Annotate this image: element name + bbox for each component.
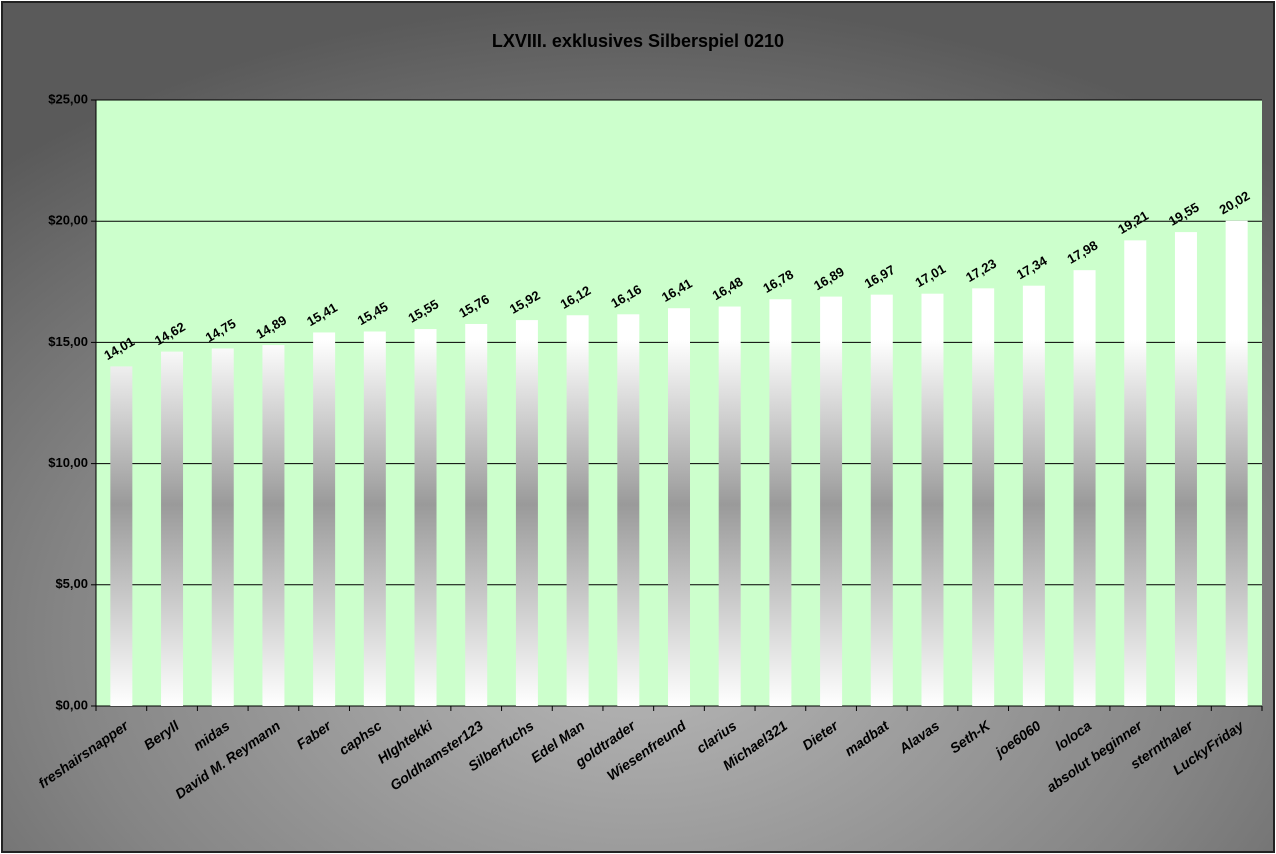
bar: [262, 345, 285, 706]
bar: [1225, 220, 1248, 706]
bar: [1022, 285, 1045, 706]
y-tick-label: $0,00: [55, 697, 88, 712]
bar: [718, 306, 741, 706]
chart-title: LXVIII. exklusives Silberspiel 0210: [492, 31, 784, 51]
bar: [566, 315, 589, 706]
bar: [211, 348, 234, 706]
bar: [110, 366, 133, 706]
bar: [1073, 270, 1096, 706]
y-tick-label: $5,00: [55, 576, 88, 591]
y-tick-label: $15,00: [48, 334, 88, 349]
bar: [1124, 240, 1147, 706]
bar: [617, 314, 640, 706]
y-tick-label: $25,00: [48, 91, 88, 106]
bar: [921, 293, 944, 706]
bar: [414, 329, 437, 706]
bar: [161, 351, 184, 706]
bar: [972, 288, 995, 706]
y-tick-label: $20,00: [48, 213, 88, 228]
bar: [769, 299, 792, 706]
bar: [313, 332, 336, 706]
bar: [870, 294, 893, 706]
bar: [465, 323, 488, 706]
bar: [1174, 232, 1197, 706]
y-tick-label: $10,00: [48, 455, 88, 470]
bar: [515, 320, 538, 706]
bar: [820, 296, 843, 706]
bar: [668, 308, 690, 706]
bar: [363, 331, 386, 706]
